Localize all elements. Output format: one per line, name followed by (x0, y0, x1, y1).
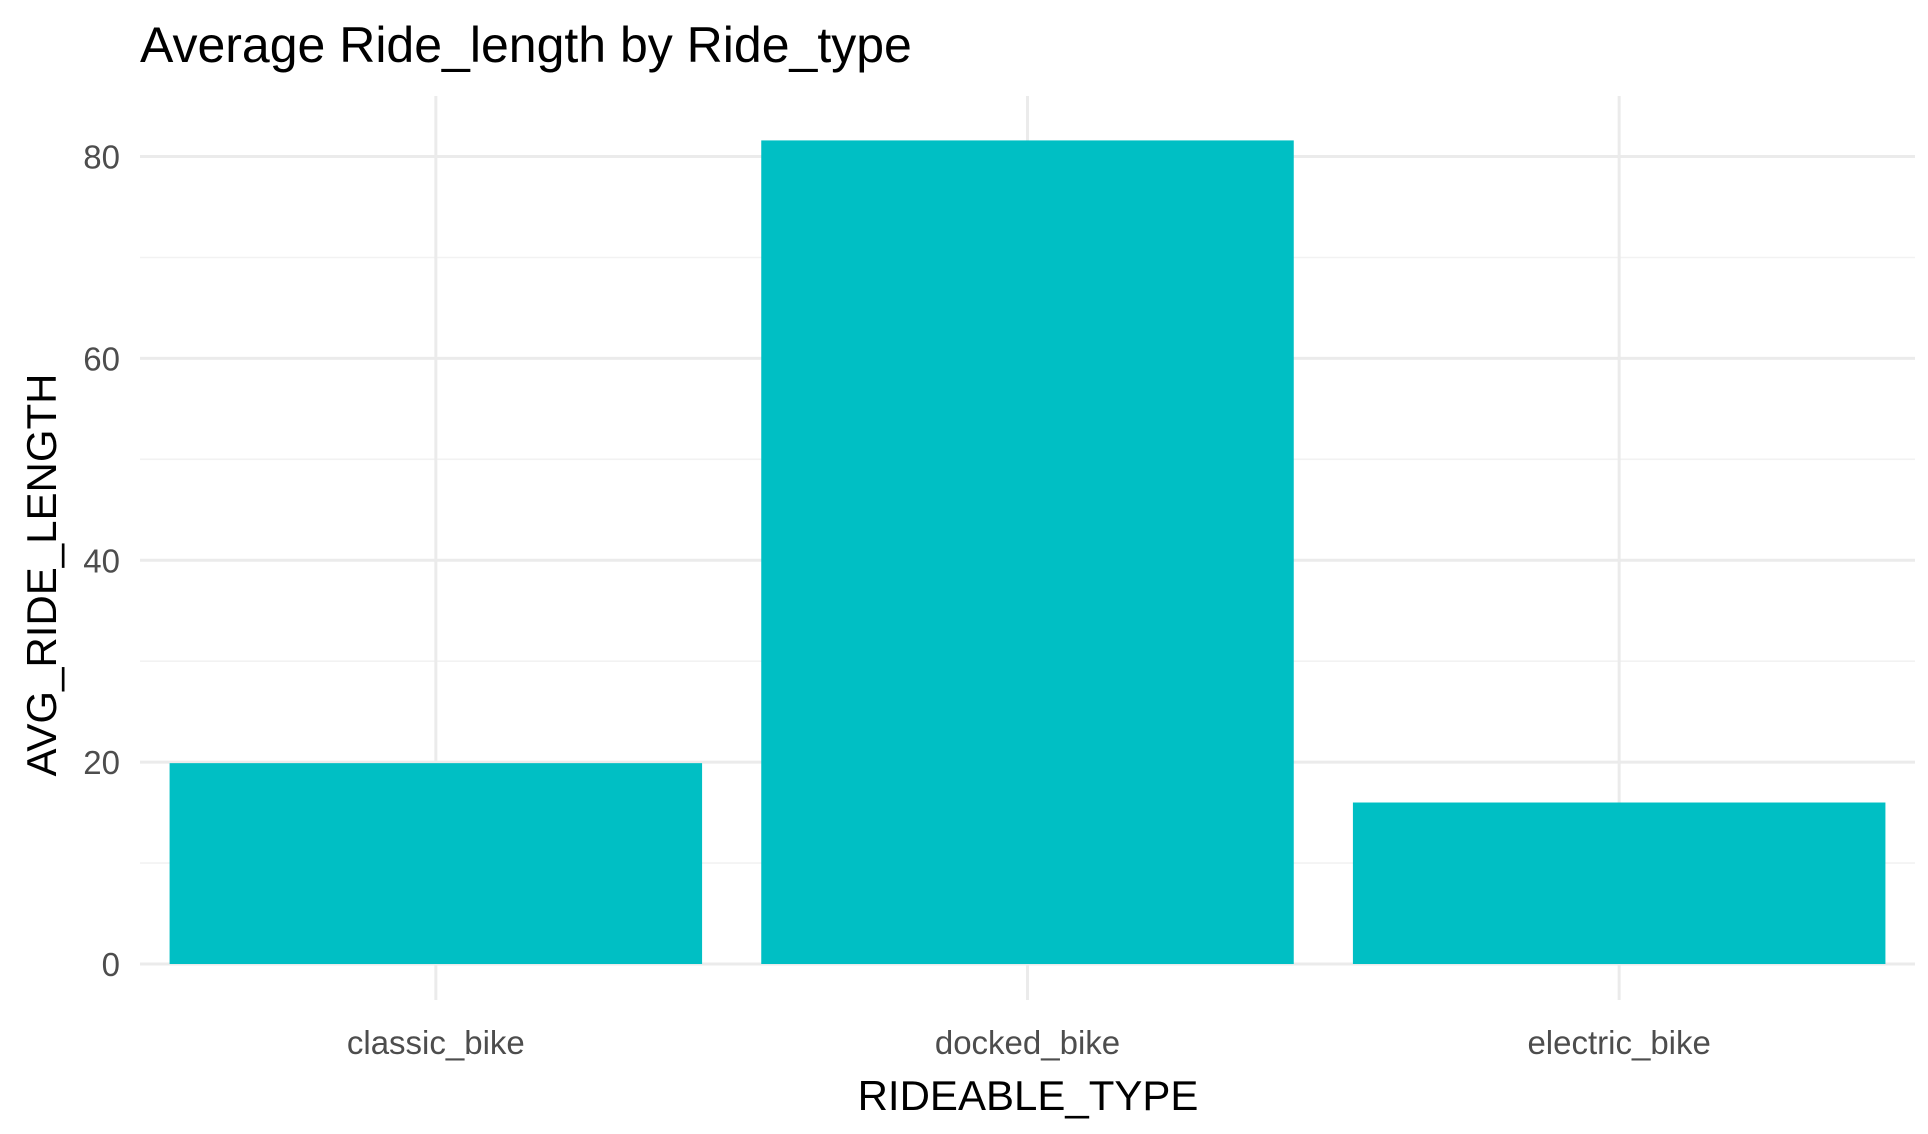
y-axis-ticks: 0 20 40 60 80 (83, 139, 120, 983)
x-axis-ticks: classic_bike docked_bike electric_bike (347, 1024, 1711, 1061)
x-tick-label: classic_bike (347, 1024, 525, 1061)
bar-classic_bike (169, 763, 703, 964)
bars (169, 140, 1886, 964)
chart-title: Average Ride_length by Ride_type (140, 17, 912, 73)
bar-electric_bike (1352, 802, 1886, 964)
y-tick-label: 60 (83, 340, 120, 377)
y-tick-label: 40 (83, 542, 120, 579)
bar-docked_bike (761, 140, 1294, 964)
y-tick-label: 80 (83, 139, 120, 176)
x-axis-title: RIDEABLE_TYPE (858, 1072, 1199, 1119)
x-tick-label: docked_bike (935, 1024, 1120, 1061)
x-tick-label: electric_bike (1527, 1024, 1710, 1061)
y-tick-label: 20 (83, 744, 120, 781)
y-tick-label: 0 (102, 946, 120, 983)
y-axis-title: AVG_RIDE_LENGTH (18, 374, 65, 777)
